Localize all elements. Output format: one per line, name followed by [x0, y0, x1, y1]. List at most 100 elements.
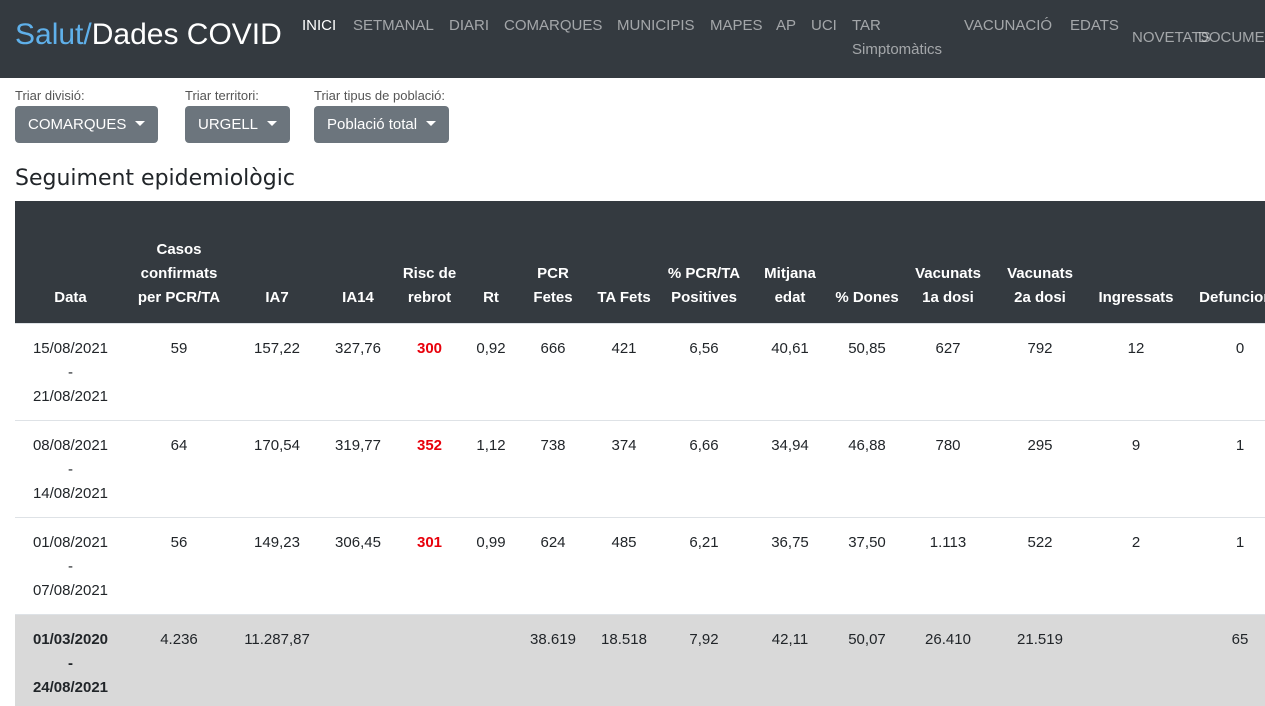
- table-cell: 18.518: [589, 613, 659, 706]
- nav-link[interactable]: MAPES: [710, 17, 763, 34]
- column-header: Casos confirmats per PCR/TA: [126, 201, 232, 323]
- filter-label: Triar territori:: [185, 88, 259, 103]
- column-header: Vacunats 2a dosi: [993, 201, 1087, 323]
- table-cell: 300: [394, 322, 465, 420]
- table-cell: [1087, 613, 1185, 706]
- table-cell: 485: [589, 516, 659, 614]
- date-cell: 08/08/2021 - 14/08/2021: [15, 419, 126, 517]
- table-cell: 34,94: [749, 419, 831, 517]
- table-cell: 738: [517, 419, 589, 517]
- column-header: Rt: [465, 201, 517, 323]
- filter: Triar tipus de població: Població total: [314, 88, 450, 143]
- table-cell: 6,66: [659, 419, 749, 517]
- column-header: Mitjana edat: [749, 201, 831, 323]
- table-cell: 306,45: [322, 516, 394, 614]
- column-header: Defuncions: [1185, 201, 1265, 323]
- table-cell: 792: [993, 322, 1087, 420]
- table-cell: 4.236: [126, 613, 232, 706]
- table-cell: 1: [1185, 516, 1265, 614]
- table-cell: 21.519: [993, 613, 1087, 706]
- table-cell: 50,07: [831, 613, 903, 706]
- column-header: % Dones: [831, 201, 903, 323]
- table-cell: 1: [1185, 419, 1265, 517]
- table-cell: 352: [394, 419, 465, 517]
- table-cell: 1.113: [903, 516, 993, 614]
- filter: Triar territori: URGELL: [185, 88, 291, 143]
- column-header: % PCR/TA Positives: [659, 201, 749, 323]
- column-header: Risc de rebrot: [394, 201, 465, 323]
- table-cell: 36,75: [749, 516, 831, 614]
- nav-link[interactable]: AP: [776, 17, 797, 34]
- nav-link[interactable]: VACUNACIÓ: [964, 17, 1053, 34]
- navbar: Salut/Dades COVID INICI SETMANAL DIARI C…: [0, 0, 1265, 78]
- table-cell: 46,88: [831, 419, 903, 517]
- table-row: 01/08/2021 - 07/08/2021 56 149,23 306,45 301…: [15, 516, 1265, 614]
- table-cell: 38.619: [517, 613, 589, 706]
- table-cell: 65: [1185, 613, 1265, 706]
- date-cell: 01/08/2021 - 07/08/2021: [15, 516, 126, 614]
- table-cell: 157,22: [232, 322, 322, 420]
- dropdown-button[interactable]: COMARQUES: [15, 106, 159, 143]
- brand[interactable]: Salut/Dades COVID: [15, 18, 282, 52]
- table-cell: 2: [1087, 516, 1185, 614]
- table-cell: 0: [1185, 322, 1265, 420]
- filter-label: Triar tipus de població:: [314, 88, 446, 103]
- nav-link[interactable]: DIARI: [449, 17, 490, 34]
- nav-link[interactable]: SETMANAL: [353, 17, 434, 34]
- table-cell: 64: [126, 419, 232, 517]
- table-cell: 1,12: [465, 419, 517, 517]
- table-row: 15/08/2021 - 21/08/2021 59 157,22 327,76 300…: [15, 322, 1265, 420]
- nav-link[interactable]: MUNICIPIS: [617, 17, 695, 34]
- table-cell: 301: [394, 516, 465, 614]
- section-heading: Seguiment epidemiològic: [15, 166, 295, 191]
- column-header: IA14: [322, 201, 394, 323]
- column-header: PCR Fetes: [517, 201, 589, 323]
- table-cell: 11.287,87: [232, 613, 322, 706]
- table-cell: 42,11: [749, 613, 831, 706]
- nav-link[interactable]: COMARQUES: [504, 17, 603, 34]
- table-cell: 6,56: [659, 322, 749, 420]
- nav-link[interactable]: INICI: [302, 17, 337, 34]
- filter-label: Triar divisió:: [15, 88, 85, 103]
- column-header: TA Fets: [589, 201, 659, 323]
- nav-link[interactable]: TAR Simptomàtics: [852, 17, 943, 58]
- column-header: Data: [15, 201, 126, 323]
- column-header: Ingressats: [1087, 201, 1185, 323]
- table-cell: 374: [589, 419, 659, 517]
- nav-link[interactable]: DOCUMENTACIÓ: [1198, 29, 1265, 46]
- table-cell: 319,77: [322, 419, 394, 517]
- nav-link[interactable]: NOVETATS: [1132, 29, 1211, 46]
- table-container: Data Casos confirmats per PCR/TA IA7 IA14 Ri…: [15, 201, 1265, 706]
- table-cell: 780: [903, 419, 993, 517]
- table-cell: [465, 613, 517, 706]
- table-cell: 7,92: [659, 613, 749, 706]
- brand-prefix: Salut/: [15, 18, 92, 51]
- nav-link[interactable]: EDATS: [1070, 17, 1119, 34]
- table-cell: 149,23: [232, 516, 322, 614]
- table-row: 01/03/2020 - 24/08/2021 4.236 11.287,87 38.…: [15, 613, 1265, 706]
- table-cell: 26.410: [903, 613, 993, 706]
- dropdown-button[interactable]: URGELL: [185, 106, 291, 143]
- column-header: IA7: [232, 201, 322, 323]
- table-cell: 59: [126, 322, 232, 420]
- table-cell: 624: [517, 516, 589, 614]
- date-cell: 01/03/2020 - 24/08/2021: [15, 613, 126, 706]
- table-row: 08/08/2021 - 14/08/2021 64 170,54 319,77 352…: [15, 419, 1265, 517]
- table-cell: 40,61: [749, 322, 831, 420]
- data-table: Data Casos confirmats per PCR/TA IA7 IA14 Ri…: [15, 201, 1265, 706]
- table-cell: 6,21: [659, 516, 749, 614]
- dropdown-button[interactable]: Població total: [314, 106, 450, 143]
- table-cell: 666: [517, 322, 589, 420]
- table-cell: 170,54: [232, 419, 322, 517]
- table-cell: 9: [1087, 419, 1185, 517]
- brand-name: Dades COVID: [91, 18, 282, 51]
- table-cell: [394, 613, 465, 706]
- table-cell: 50,85: [831, 322, 903, 420]
- table-cell: 327,76: [322, 322, 394, 420]
- table-cell: 0,99: [465, 516, 517, 614]
- nav-link[interactable]: UCI: [811, 17, 837, 34]
- table-cell: 0,92: [465, 322, 517, 420]
- header-row: Data Casos confirmats per PCR/TA IA7 IA14 Ri…: [15, 201, 1265, 323]
